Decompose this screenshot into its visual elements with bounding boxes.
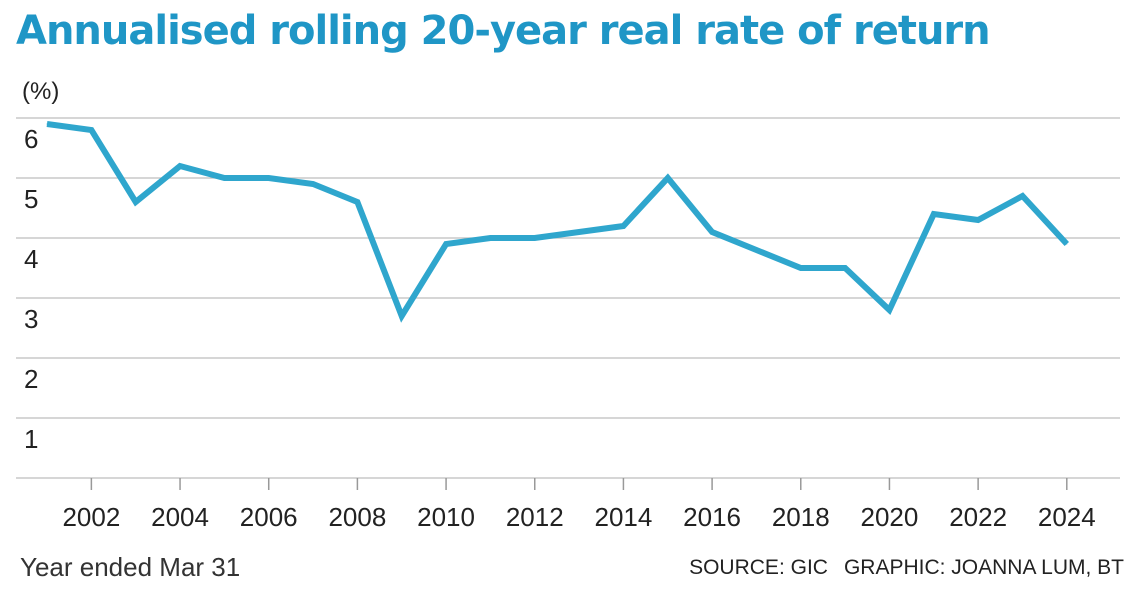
data-point-2023 [1021,195,1023,197]
data-point-2018 [800,267,802,269]
data-point-2012 [534,237,536,239]
x-tick-label-2014: 2014 [594,502,652,532]
y-tick-label-4: 4 [24,244,38,274]
x-tick-label-2002: 2002 [62,502,120,532]
data-point-2010 [445,243,447,245]
data-point-2002 [90,129,92,131]
x-tick-label-2020: 2020 [861,502,919,532]
data-point-2014 [622,225,624,227]
chart-title: Annualised rolling 20-year real rate of … [16,8,991,54]
data-point-2017 [755,249,757,251]
y-tick-label-5: 5 [24,184,38,214]
data-point-2008 [356,201,358,203]
graphic-credit: GRAPHIC: JOANNA LUM, BT [843,556,1124,579]
data-point-2022 [977,219,979,221]
x-tick-label-2024: 2024 [1038,502,1096,532]
credits: SOURCE: GIC GRAPHIC: JOANNA LUM, BT [689,556,1124,580]
data-point-2003 [135,201,137,203]
data-point-2001 [46,123,48,125]
data-point-2015 [667,177,669,179]
data-point-2007 [312,183,314,185]
x-tick-label-2012: 2012 [506,502,564,532]
x-axis-note: Year ended Mar 31 [20,552,241,582]
y-tick-label-2: 2 [24,364,38,394]
data-point-2013 [578,231,580,233]
y-axis-unit-label: (%) [22,78,60,105]
series-line-0 [46,121,1070,323]
data-point-2005 [223,177,225,179]
data-point-2020 [888,309,890,311]
y-tick-label-3: 3 [24,304,38,334]
y-tick-label-1: 1 [24,424,38,454]
data-point-2004 [179,165,181,167]
x-tick-label-2022: 2022 [949,502,1007,532]
x-tick-label-2008: 2008 [328,502,386,532]
data-point-2016 [711,231,713,233]
x-tick-label-2018: 2018 [772,502,830,532]
source-credit: SOURCE: GIC [689,556,828,579]
data-point-2009 [401,315,403,317]
x-tick-label-2016: 2016 [683,502,741,532]
x-tick-label-2004: 2004 [151,502,209,532]
x-tick-label-2010: 2010 [417,502,475,532]
data-point-2011 [489,237,491,239]
y-tick-label-6: 6 [24,124,38,154]
data-point-2019 [844,267,846,269]
data-point-2024 [1066,243,1068,245]
data-point-2006 [268,177,270,179]
data-point-2021 [933,213,935,215]
x-tick-label-2006: 2006 [240,502,298,532]
